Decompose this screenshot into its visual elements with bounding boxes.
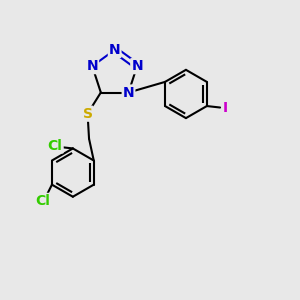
Text: S: S	[82, 107, 93, 121]
Text: N: N	[123, 85, 134, 100]
Text: N: N	[86, 59, 98, 73]
Text: I: I	[223, 100, 228, 115]
Text: N: N	[131, 59, 143, 73]
Text: Cl: Cl	[36, 194, 50, 208]
Text: N: N	[109, 43, 121, 57]
Text: Cl: Cl	[48, 139, 63, 152]
